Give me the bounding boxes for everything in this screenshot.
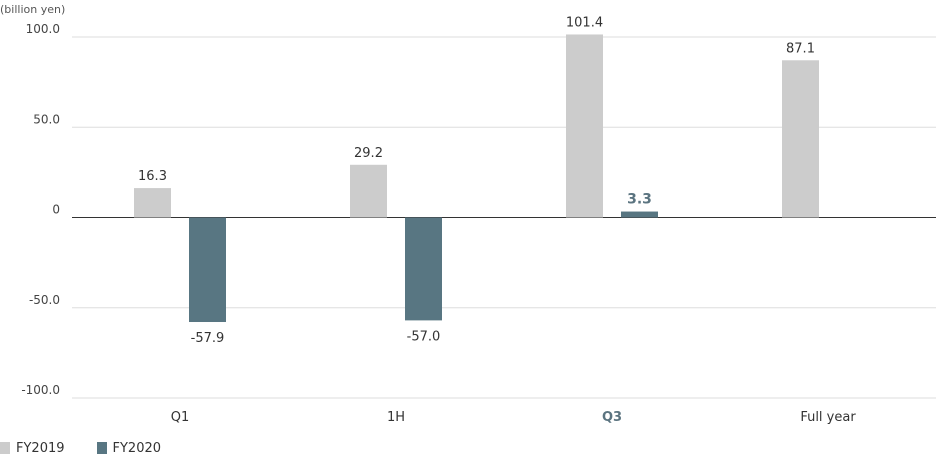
data-label-fy2019-full-year: 87.1 bbox=[786, 41, 815, 56]
y-axis-ticks: 100.0 50.0 0 -50.0 -100.0 bbox=[21, 22, 60, 397]
unit-label: (billion yen) bbox=[0, 3, 65, 16]
y-tick-label: -100.0 bbox=[21, 383, 60, 397]
data-label-fy2019-q1: 16.3 bbox=[138, 169, 167, 184]
legend: FY2019 FY2020 bbox=[0, 440, 193, 456]
legend-item-fy2020: FY2020 bbox=[96, 440, 162, 456]
legend-item-fy2019: FY2019 bbox=[0, 441, 65, 456]
legend-swatch-fy2019 bbox=[0, 442, 10, 454]
y-tick-label: 50.0 bbox=[33, 112, 60, 126]
bar-fy2019-q1 bbox=[134, 188, 171, 218]
data-label-fy2019-1h: 29.2 bbox=[354, 146, 383, 161]
category-label-q3: Q3 bbox=[602, 410, 622, 425]
category-label-q1: Q1 bbox=[171, 410, 190, 425]
data-label-fy2020-q1: -57.9 bbox=[191, 331, 225, 346]
data-label-fy2019-q3: 101.4 bbox=[566, 15, 603, 30]
legend-label-fy2019: FY2019 bbox=[16, 440, 65, 456]
bar-chart: (billion yen) 100.0 50.0 0 -50.0 -100.0 16.3… bbox=[0, 3, 936, 425]
bar-fy2020-q1 bbox=[189, 217, 226, 323]
category-label-1h: 1H bbox=[387, 410, 405, 425]
bar-fy2019-1h bbox=[350, 164, 387, 218]
y-tick-label: -50.0 bbox=[29, 293, 60, 307]
bar-fy2020-q3 bbox=[621, 211, 658, 218]
bar-fy2019-full-year bbox=[782, 60, 819, 218]
y-tick-label: 0 bbox=[52, 203, 60, 217]
y-tick-label: 100.0 bbox=[26, 22, 60, 36]
bar-fy2020-1h bbox=[405, 217, 442, 321]
bar-fy2019-q3 bbox=[566, 34, 603, 218]
data-label-fy2020-1h: -57.0 bbox=[407, 329, 441, 344]
bars bbox=[134, 34, 819, 323]
x-axis-categories: Q1 1H Q3 Full year bbox=[171, 410, 857, 425]
data-labels: 16.3 -57.9 29.2 -57.0 101.4 3.3 87.1 bbox=[138, 15, 815, 346]
category-label-full-year: Full year bbox=[800, 410, 856, 425]
legend-label-fy2020: FY2020 bbox=[112, 440, 162, 456]
legend-swatch-fy2020 bbox=[96, 442, 107, 454]
data-label-fy2020-q3: 3.3 bbox=[627, 192, 652, 208]
